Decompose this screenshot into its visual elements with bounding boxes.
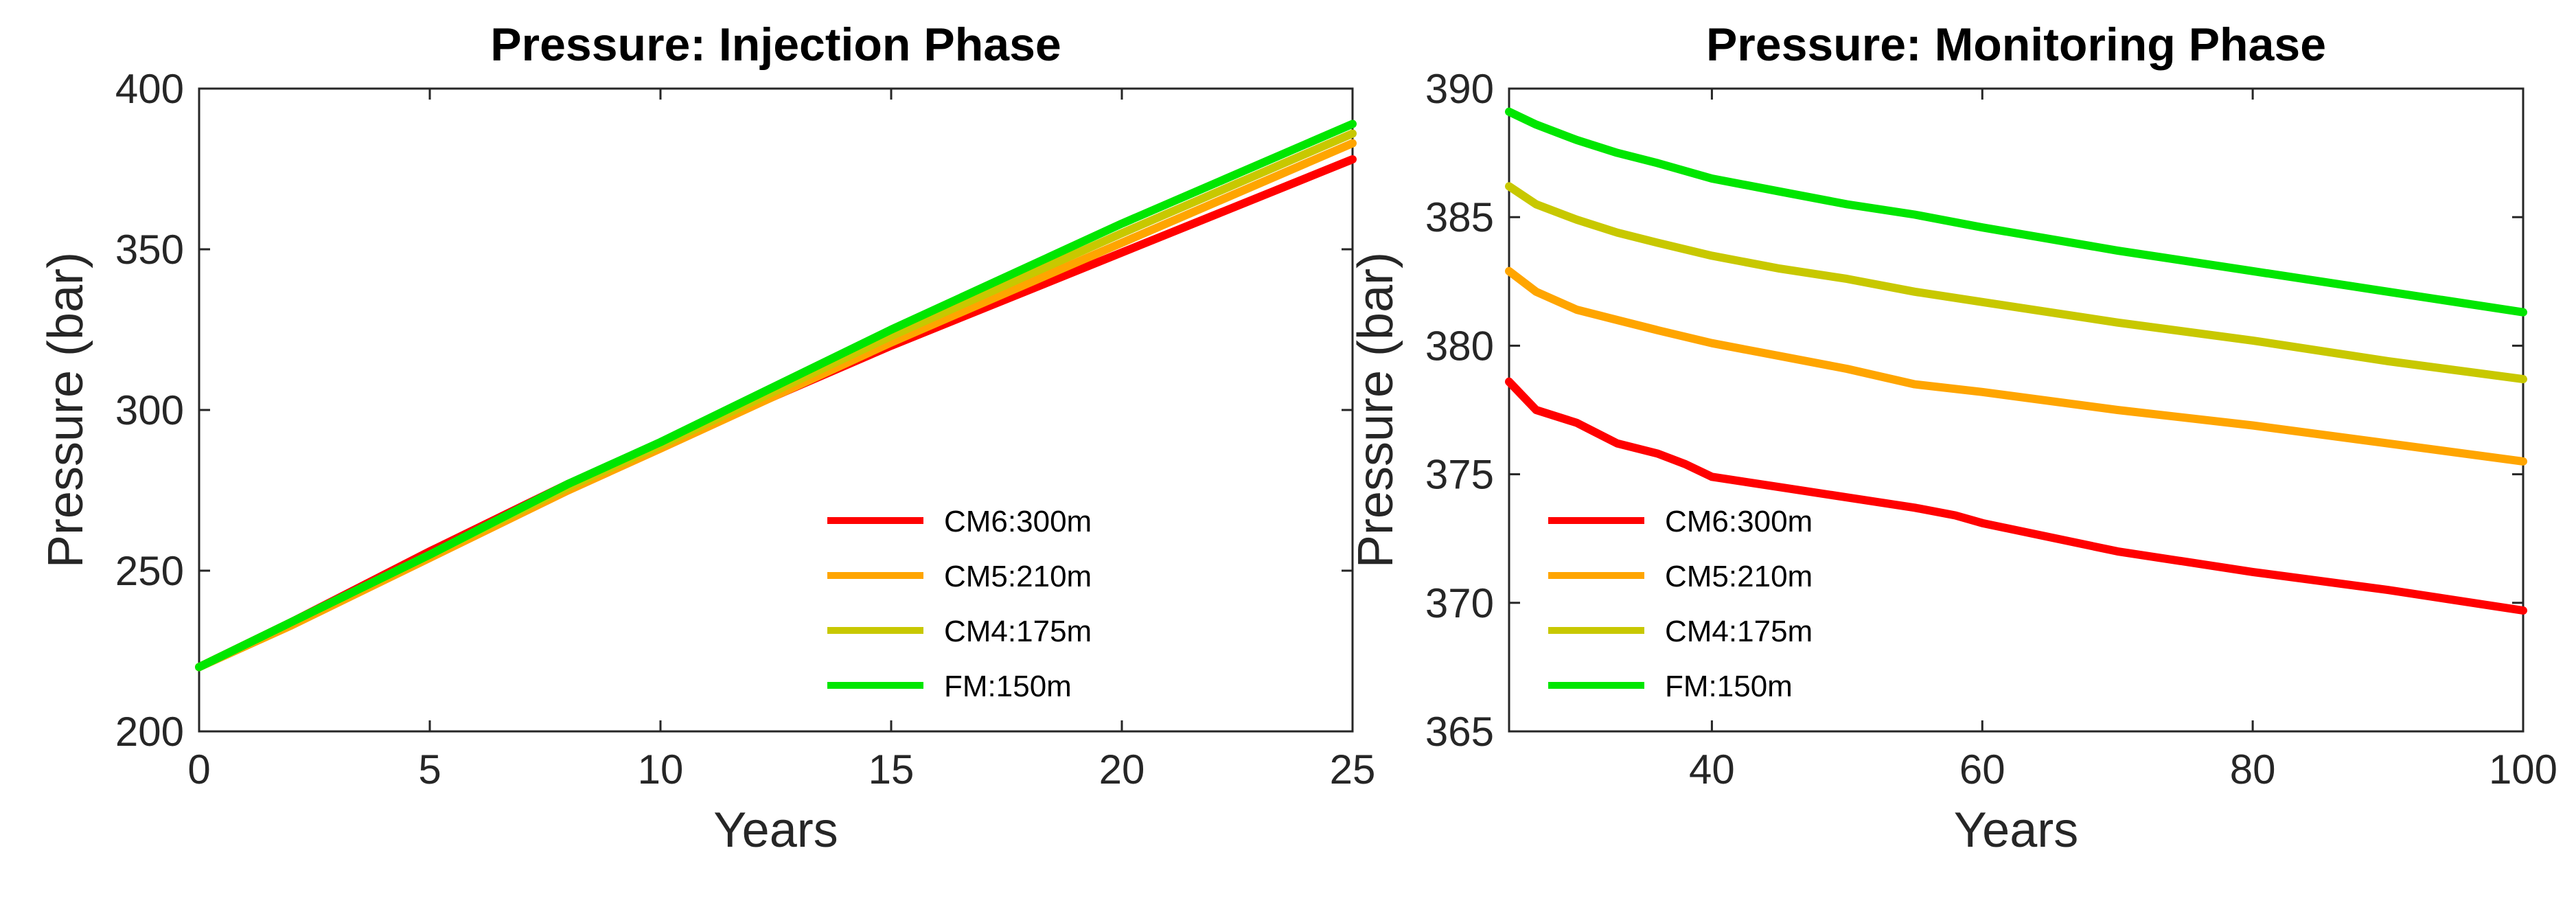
chart-title: Pressure: Injection Phase	[490, 19, 1061, 71]
x-tick-label: 10	[638, 746, 684, 792]
legend-label: CM5:210m	[944, 560, 1092, 593]
x-tick-label: 80	[2230, 746, 2276, 792]
y-axis-label: Pressure (bar)	[1348, 252, 1403, 568]
y-tick-label: 300	[115, 387, 184, 433]
legend-label: CM4:175m	[1665, 615, 1813, 648]
series-line-fm-150m	[1505, 107, 2527, 317]
series-line-cm4-175m	[1505, 182, 2527, 384]
x-tick-label: 40	[1689, 746, 1735, 792]
legend: CM6:300m CM5:210m CM4:175m FM:150m	[1548, 505, 1813, 703]
y-axis-label: Pressure (bar)	[38, 252, 93, 568]
x-tick-label: 5	[418, 746, 441, 792]
y-tick-label: 370	[1425, 580, 1494, 626]
y-tick-label: 380	[1425, 323, 1494, 369]
x-axis-label: Years	[1954, 803, 2078, 858]
chart-injection-phase: Pressure: Injection Phase 0 5 10 15 20 25 200 25…	[38, 19, 1375, 858]
chart-monitoring-phase: Pressure: Monitoring Phase 40 60 80 100 365 37…	[1348, 19, 2557, 858]
legend: CM6:300m CM5:210m CM4:175m FM:150m	[827, 505, 1092, 703]
y-tick-label: 365	[1425, 709, 1494, 755]
y-tick-label: 350	[115, 227, 184, 273]
y-tick-label: 400	[115, 66, 184, 112]
y-tick-label: 385	[1425, 194, 1494, 240]
series-line-cm6-300m	[1505, 377, 2527, 615]
y-tick-label: 250	[115, 548, 184, 594]
y-tick-label: 200	[115, 709, 184, 755]
legend-label: CM4:175m	[944, 615, 1092, 648]
chart-title: Pressure: Monitoring Phase	[1706, 19, 2326, 71]
legend-label: FM:150m	[1665, 670, 1793, 703]
x-tick-label: 15	[869, 746, 915, 792]
legend-label: CM6:300m	[1665, 505, 1813, 538]
x-tick-label: 25	[1330, 746, 1376, 792]
series-line-fm-150m	[195, 119, 1357, 672]
x-axis-label: Years	[713, 803, 838, 858]
y-tick-label: 390	[1425, 66, 1494, 112]
series-line-cm5-210m	[1505, 266, 2527, 466]
x-tick-label: 20	[1099, 746, 1145, 792]
legend-label: CM6:300m	[944, 505, 1092, 538]
x-tick-label: 60	[1959, 746, 2005, 792]
legend-label: CM5:210m	[1665, 560, 1813, 593]
x-tick-label: 0	[187, 746, 210, 792]
axes-box	[198, 87, 1354, 733]
y-tick-label: 375	[1425, 452, 1494, 498]
x-tick-label: 100	[2489, 746, 2557, 792]
axes-box	[1508, 87, 2525, 733]
legend-label: FM:150m	[944, 670, 1072, 703]
